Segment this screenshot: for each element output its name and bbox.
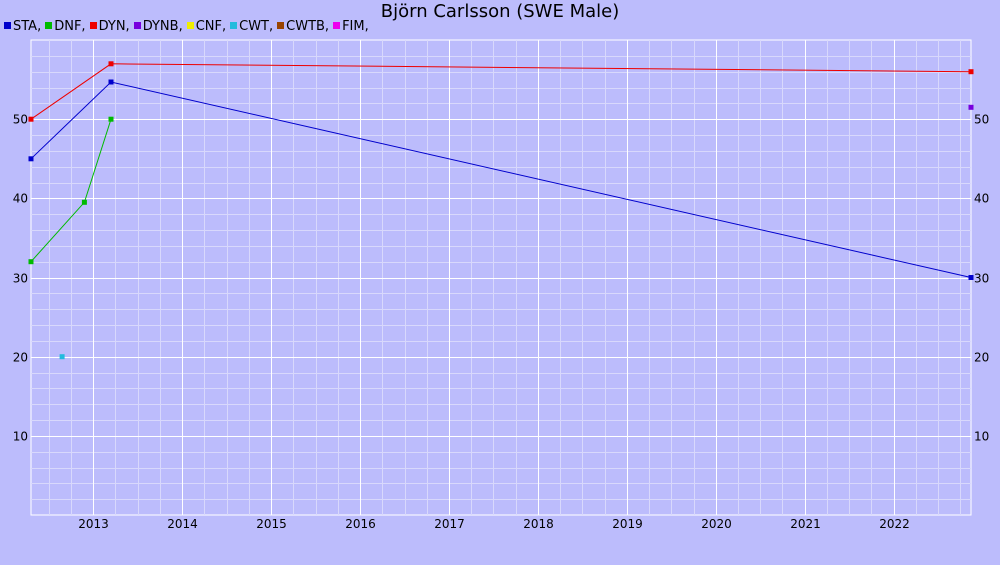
data-point-dyn (28, 116, 34, 122)
y-tick-label-right: 20 (974, 351, 989, 365)
legend-swatch (45, 22, 53, 29)
y-tick-label-left: 30 (13, 272, 28, 286)
legend-item-dnf: DNF, (45, 19, 86, 34)
legend-item-dyn: DYN, (89, 19, 130, 34)
legend-item-cnf: CNF, (186, 19, 227, 34)
legend-label: CWTB, (286, 19, 330, 34)
x-tick-label: 2014 (167, 517, 198, 531)
data-point-dnf (108, 116, 114, 122)
legend-item-fim: FIM, (333, 19, 369, 34)
data-point-dynb (968, 104, 974, 110)
legend-swatch (333, 22, 341, 29)
series-line-sta (30, 81, 972, 278)
data-point-sta (968, 275, 974, 280)
x-tick-label: 2013 (78, 517, 109, 531)
y-tick-label-right: 30 (974, 272, 989, 286)
legend-swatch (186, 22, 194, 29)
plot-frame (30, 39, 972, 516)
y-tick-label-left: 10 (13, 430, 28, 444)
legend-label: DYN, (98, 19, 130, 34)
y-tick-label-left: 50 (13, 113, 28, 127)
legend-item-sta: STA, (4, 19, 41, 34)
x-tick-label: 2019 (612, 517, 643, 531)
data-point-dyn (108, 61, 114, 67)
legend: STA, DNF, DYN, DYNB, CNF, CWT, CWTB, FIM, (4, 19, 373, 34)
legend-label: DYNB, (142, 19, 183, 34)
data-point-dnf (28, 259, 34, 265)
legend-item-cwtb: CWTB, (277, 19, 329, 34)
legend-label: STA, (13, 19, 42, 34)
chart-title: Björn Carlsson (SWE Male) (380, 1, 620, 22)
legend-item-dynb: DYNB, (133, 19, 183, 34)
legend-item-cwt: CWT, (230, 19, 273, 34)
x-tick-label: 2022 (879, 517, 910, 531)
y-tick-label-left: 20 (13, 351, 28, 365)
x-tick-label: 2020 (701, 517, 732, 531)
legend-label: CWT, (239, 19, 274, 34)
data-point-dyn (968, 69, 974, 75)
x-tick-label: 2017 (434, 517, 465, 531)
legend-swatch (4, 22, 11, 29)
legend-label: DNF, (54, 19, 86, 34)
legend-swatch (89, 22, 97, 29)
y-tick-label-right: 40 (974, 192, 989, 206)
x-tick-label: 2021 (790, 517, 821, 531)
x-tick-label: 2015 (256, 517, 287, 531)
data-point-sta (108, 79, 114, 85)
y-tick-label-right: 10 (974, 430, 989, 444)
data-point-sta (28, 156, 34, 162)
legend-label: CNF, (195, 19, 227, 34)
legend-swatch (277, 22, 285, 29)
data-point-dnf (81, 199, 87, 205)
x-tick-label: 2016 (345, 517, 376, 531)
data-point-cwt (59, 354, 65, 360)
y-tick-label-right: 50 (974, 113, 989, 127)
legend-label: FIM, (342, 19, 369, 34)
x-tick-label: 2018 (523, 517, 554, 531)
legend-swatch (133, 22, 141, 29)
y-tick-label-left: 40 (13, 192, 28, 206)
legend-swatch (230, 22, 238, 29)
